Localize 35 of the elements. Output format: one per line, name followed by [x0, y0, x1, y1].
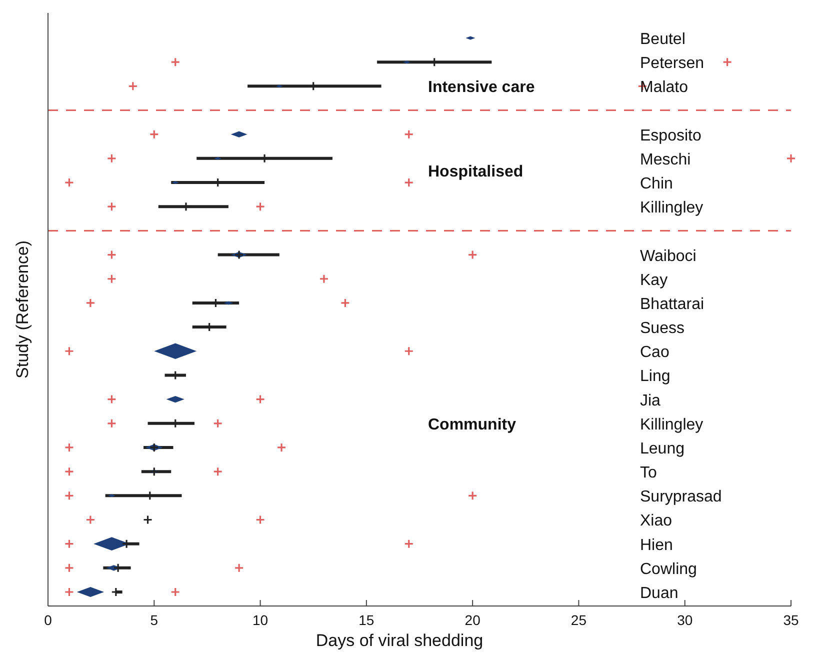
- y-tick-label: Suess: [640, 320, 684, 338]
- y-tick-label: Xiao: [640, 512, 672, 530]
- y-tick-label: Chin: [640, 176, 673, 193]
- y-tick-label: Waiboci: [640, 248, 696, 265]
- y-tick-label: Jia: [640, 392, 661, 410]
- y-tick-label: Ling: [640, 368, 670, 386]
- y-tick-label: Petersen: [640, 55, 704, 72]
- y-tick-label: Kay: [640, 272, 668, 289]
- y-tick-label: To: [640, 464, 657, 482]
- y-tick-label: Bhattarai: [640, 296, 704, 313]
- y-axis-title: Study (Reference): [13, 240, 32, 378]
- x-tick-label: 25: [570, 612, 587, 628]
- y-tick-label: Duan: [640, 585, 678, 602]
- y-tick-label: Malato: [640, 79, 688, 96]
- y-tick-label: Hien: [640, 536, 673, 554]
- x-tick-label: 5: [150, 612, 158, 628]
- x-tick-label: 15: [358, 612, 374, 628]
- y-tick-label: Esposito: [640, 127, 702, 144]
- annotation: Intensive care: [428, 79, 535, 96]
- x-tick-label: 0: [44, 612, 52, 628]
- x-tick-label: 30: [677, 612, 693, 628]
- y-tick-label: Beutel: [640, 31, 686, 48]
- y-tick-label: Killingley: [640, 416, 704, 434]
- x-tick-label: 20: [464, 612, 481, 628]
- y-tick-label: Leung: [640, 440, 684, 458]
- x-tick-label: 35: [783, 612, 799, 628]
- y-tick-label: Meschi: [640, 151, 691, 168]
- y-tick-label: Killingley: [640, 200, 704, 217]
- y-tick-label: Cowling: [640, 560, 697, 578]
- x-axis-title: Days of viral shedding: [316, 631, 484, 650]
- y-tick-label: Suryprasad: [640, 488, 722, 506]
- annotation: Hospitalised: [428, 163, 524, 180]
- x-tick-label: 10: [252, 612, 268, 628]
- annotation: Community: [428, 416, 516, 434]
- y-tick-label: Cao: [640, 344, 670, 362]
